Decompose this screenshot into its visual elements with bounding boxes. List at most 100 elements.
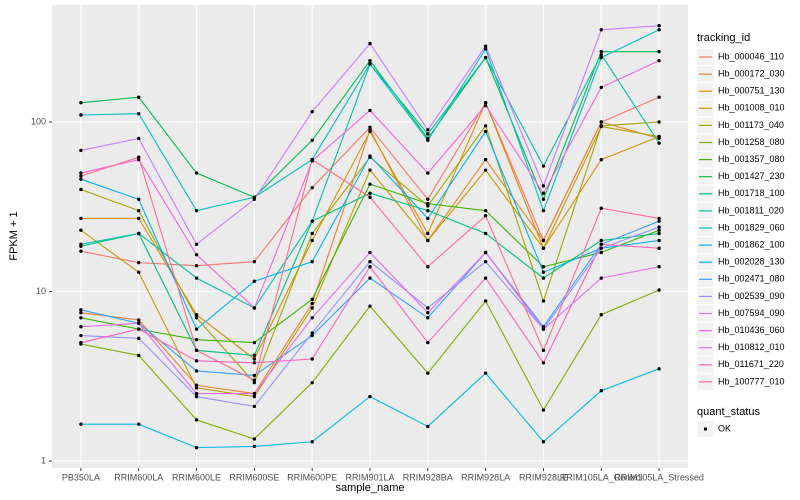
legend-label: Hb_001427_230 (718, 171, 785, 181)
data-point (541, 191, 546, 195)
legend-label: Hb_001173_040 (718, 120, 784, 130)
data-point (541, 208, 546, 213)
data-point (310, 297, 314, 301)
data-point (368, 129, 372, 134)
data-point (426, 231, 430, 236)
data-point (368, 250, 372, 255)
data-point (599, 389, 603, 393)
data-point (368, 41, 372, 46)
data-point (252, 306, 257, 310)
data-point (368, 259, 372, 264)
data-point (252, 259, 257, 264)
x-tick-label: RRIM600LA (114, 472, 163, 482)
data-point (541, 265, 546, 269)
data-point (252, 357, 257, 361)
data-point (599, 52, 603, 57)
data-point (657, 28, 661, 32)
data-point (194, 327, 199, 331)
data-point (137, 270, 141, 274)
data-point (194, 369, 199, 373)
data-point (483, 231, 488, 236)
data-point (657, 231, 661, 236)
legend-label: Hb_002471_080 (718, 274, 785, 284)
data-point (483, 129, 488, 134)
data-point (368, 182, 372, 186)
data-point (310, 259, 314, 264)
legend-label: Hb_010436_060 (718, 325, 785, 335)
data-point (483, 100, 488, 105)
data-point (426, 216, 430, 221)
data-point (79, 113, 83, 117)
data-point (599, 206, 603, 210)
data-point (79, 148, 83, 153)
data-point (252, 373, 257, 378)
data-point (541, 408, 546, 412)
data-point (79, 333, 83, 338)
legend-title: tracking_id (697, 32, 750, 44)
data-point (657, 225, 661, 229)
data-point (657, 288, 661, 292)
data-point (79, 216, 83, 221)
data-point (252, 437, 257, 441)
data-point (310, 333, 314, 338)
data-point (252, 380, 257, 385)
data-point (137, 95, 141, 99)
data-point (541, 361, 546, 365)
legend-label: Hb_001008_010 (718, 103, 785, 113)
data-point (310, 185, 314, 190)
x-tick-label: RRIM600LE (172, 472, 221, 482)
data-point (368, 108, 372, 113)
data-point (194, 208, 199, 213)
data-point (657, 219, 661, 223)
data-point (137, 318, 141, 322)
data-point (541, 327, 546, 331)
legend-label: Hb_000046_110 (718, 51, 784, 61)
data-point (79, 242, 83, 246)
y-tick-label: 1 (41, 455, 46, 465)
data-point (541, 246, 546, 250)
data-point (657, 49, 661, 54)
data-point (79, 100, 83, 105)
data-point (599, 85, 603, 90)
data-point (194, 316, 199, 320)
data-point (541, 238, 546, 243)
data-point (310, 331, 314, 335)
data-point (426, 128, 430, 132)
data-point (483, 208, 488, 213)
data-point (599, 313, 603, 317)
data-point (599, 157, 603, 162)
legend-label: Hb_007594_090 (718, 308, 785, 318)
data-point (368, 62, 372, 66)
data-point (194, 252, 199, 257)
data-point (483, 250, 488, 255)
data-point (137, 353, 141, 358)
data-point (194, 313, 199, 317)
data-point (368, 195, 372, 199)
data-point (137, 111, 141, 116)
data-point (137, 260, 141, 265)
legend-label: Hb_002028_130 (718, 257, 785, 267)
data-point (541, 276, 546, 280)
x-tick-label: RRIM901LA (345, 472, 394, 482)
data-point (137, 155, 141, 159)
x-tick-label: RRIM928LA (461, 472, 510, 482)
data-point (194, 242, 199, 246)
data-point (483, 371, 488, 375)
data-point (79, 316, 83, 320)
data-point (79, 177, 83, 181)
data-point (137, 157, 141, 162)
data-point (310, 316, 314, 320)
data-point (657, 265, 661, 269)
data-point (483, 299, 488, 303)
data-point (194, 386, 199, 390)
data-point (426, 208, 430, 213)
data-point (310, 157, 314, 162)
data-point (194, 171, 199, 175)
legend-label: Hb_010812_010 (718, 342, 785, 352)
x-axis-label: sample_name (335, 482, 404, 494)
data-point (368, 168, 372, 172)
data-point (310, 306, 314, 310)
data-point (657, 120, 661, 124)
data-point (426, 316, 430, 320)
data-point (657, 134, 661, 139)
